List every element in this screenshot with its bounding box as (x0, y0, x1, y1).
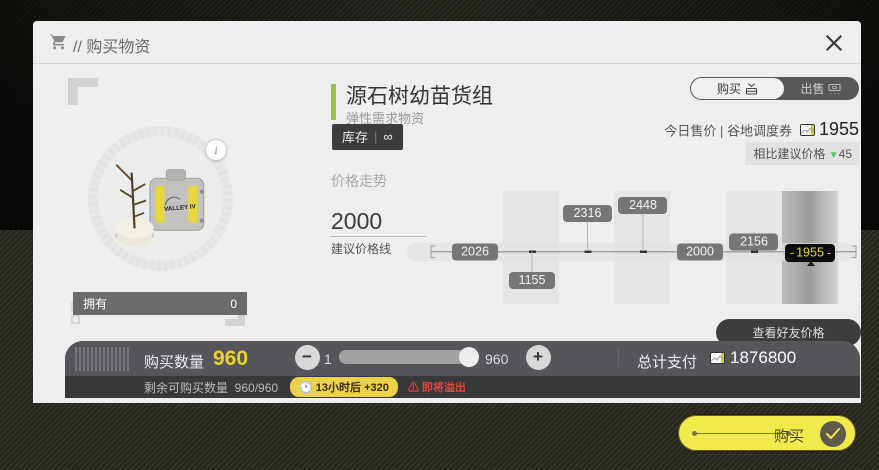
svg-text:-: - (790, 246, 794, 260)
svg-text:2156: 2156 (740, 235, 768, 249)
svg-text:1155: 1155 (519, 273, 546, 287)
svg-text:2000: 2000 (686, 245, 714, 259)
svg-text:1955: 1955 (796, 246, 824, 260)
svg-text:-: - (827, 246, 831, 260)
svg-text:2026: 2026 (461, 245, 489, 259)
svg-text:2448: 2448 (629, 198, 657, 212)
svg-text:2316: 2316 (574, 206, 602, 220)
